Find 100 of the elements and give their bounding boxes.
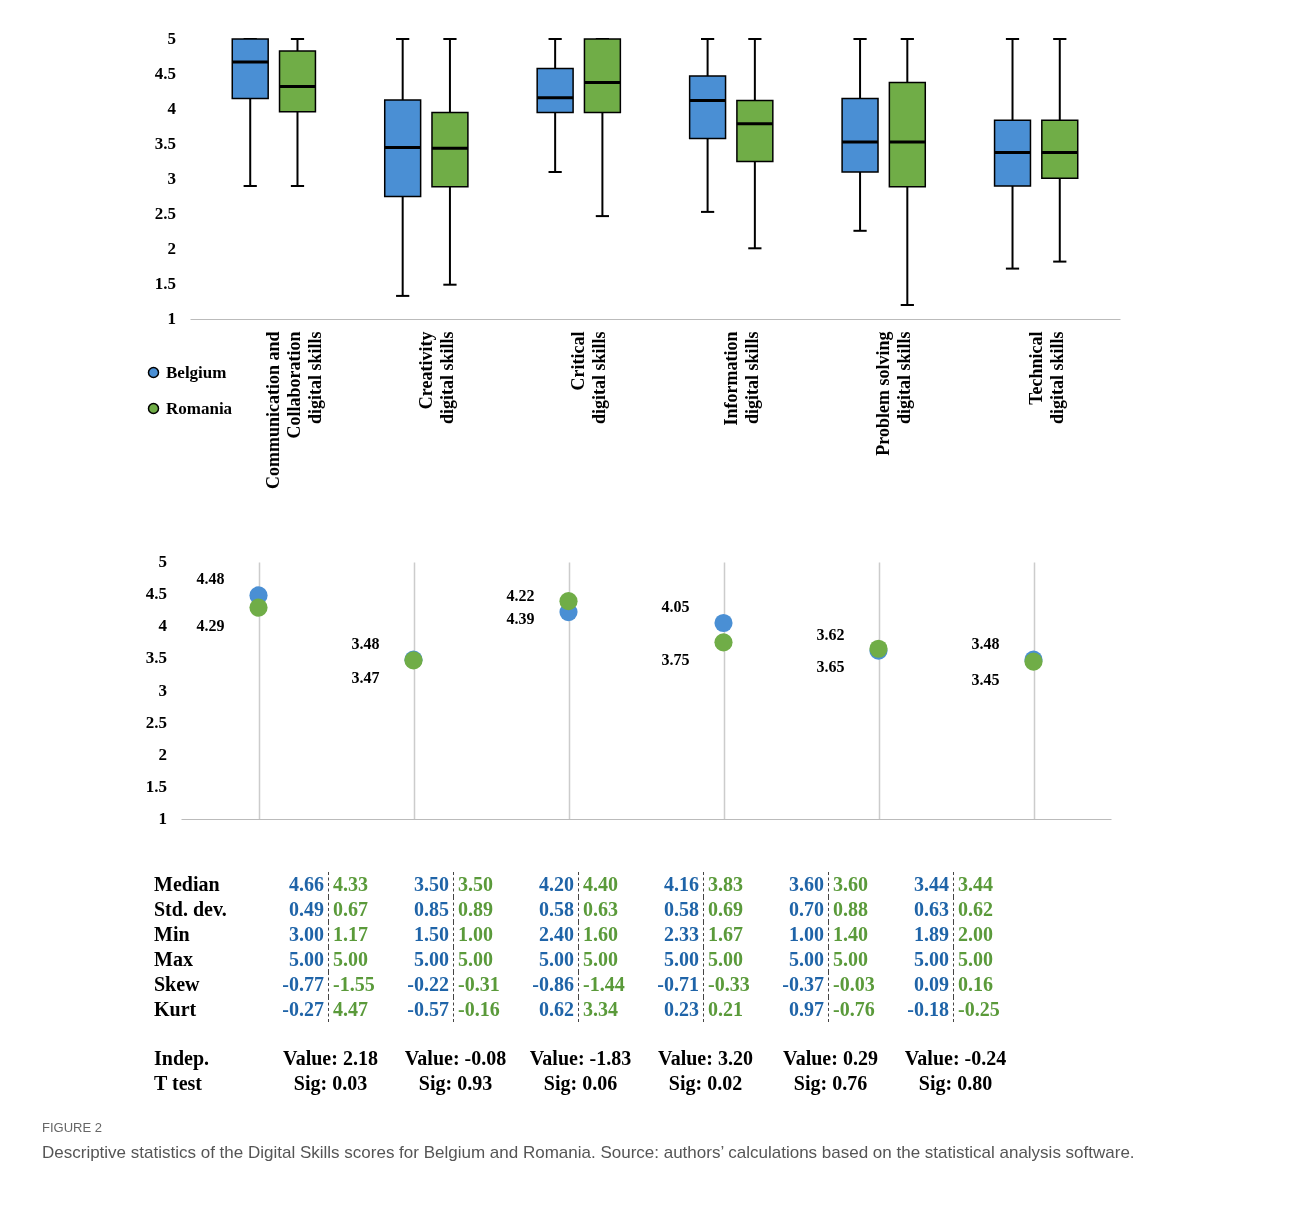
- y-tick-label: 4.5: [154, 64, 176, 83]
- text: Max: [153, 947, 194, 972]
- data-label: 4.39: [506, 610, 535, 628]
- text: 5.00: [582, 947, 619, 972]
- y-tick-label: 2.5: [145, 712, 167, 732]
- text: 0.70: [768, 897, 829, 922]
- text: 1.40: [832, 922, 869, 947]
- text: 0.62: [518, 997, 579, 1022]
- data-label: 3.75: [661, 651, 690, 669]
- point: [559, 592, 578, 611]
- y-tick-label: 1: [158, 809, 167, 828]
- text: 5.00: [643, 947, 704, 972]
- text: 0.58: [518, 897, 579, 922]
- text: Indep.: [153, 1046, 211, 1071]
- y-tick-label: 3: [167, 169, 176, 188]
- point: [249, 598, 268, 617]
- text: 2.40: [518, 922, 579, 947]
- y-tick-label: 2.5: [154, 204, 176, 223]
- text: -1.44: [582, 972, 626, 997]
- text: 0.69: [707, 897, 744, 922]
- data-label: 4.05: [661, 598, 690, 616]
- x-tick-label: Creativity digital skills: [415, 331, 457, 425]
- text: 0.89: [457, 897, 494, 922]
- x-tick-label: Information digital skills: [720, 331, 762, 426]
- y-tick-label: 3.5: [145, 648, 167, 668]
- text: 4.33: [332, 872, 369, 897]
- text: Value: 2.18: [282, 1046, 379, 1071]
- text: 5.00: [707, 947, 744, 972]
- text: 0.21: [707, 997, 744, 1022]
- text: 4.16: [643, 872, 704, 897]
- legend-label: Belgium: [166, 362, 227, 382]
- text: 5.00: [957, 947, 994, 972]
- text: 0.58: [643, 897, 704, 922]
- text: 1.00: [457, 922, 494, 947]
- text: 5.00: [332, 947, 369, 972]
- text: Skew: [153, 972, 201, 997]
- text: -0.22: [393, 972, 454, 997]
- data-label: 3.48: [351, 634, 380, 652]
- text: 0.63: [582, 897, 619, 922]
- text: 4.66: [268, 872, 329, 897]
- data-label: 3.62: [816, 625, 845, 643]
- text: 5.00: [832, 947, 869, 972]
- text: 1.50: [393, 922, 454, 947]
- text: 5.00: [457, 947, 494, 972]
- y-tick-label: 2: [158, 744, 167, 764]
- text: 3.83: [707, 872, 744, 897]
- data-label: 3.65: [816, 657, 845, 675]
- text: 3.50: [457, 872, 494, 897]
- x-tick-label: Problem solving digital skills: [873, 331, 915, 456]
- text: Value: 3.20: [657, 1046, 754, 1071]
- text: Value: -0.24: [903, 1046, 1008, 1071]
- text: Sig: 0.80: [917, 1071, 994, 1096]
- text: 2.33: [643, 922, 704, 947]
- text: 1.17: [332, 922, 369, 947]
- text: 3.44: [893, 872, 954, 897]
- text: FIGURE 2: [42, 1120, 103, 1135]
- text: -0.37: [768, 972, 829, 997]
- data-label: 4.48: [196, 570, 225, 588]
- data-label: 3.45: [971, 670, 1000, 688]
- data-label: 4.29: [196, 616, 225, 634]
- y-tick-label: 4.5: [145, 584, 167, 604]
- text: Std. dev.: [153, 897, 228, 922]
- data-label: 4.22: [506, 587, 535, 605]
- text: -0.57: [393, 997, 454, 1022]
- text: 5.00: [893, 947, 954, 972]
- point: [714, 633, 733, 652]
- x-tick-label: Critical digital skills: [568, 331, 610, 425]
- text: 0.88: [832, 897, 869, 922]
- legend-label: Romania: [166, 398, 233, 418]
- y-tick-label: 1.5: [154, 274, 176, 293]
- text: 5.00: [768, 947, 829, 972]
- text: Sig: 0.02: [667, 1071, 744, 1096]
- text: 0.49: [268, 897, 329, 922]
- y-tick-label: 2: [167, 239, 176, 258]
- y-tick-label: 1: [167, 309, 176, 328]
- text: T test: [153, 1071, 203, 1096]
- point: [714, 613, 733, 633]
- text: 1.67: [707, 922, 744, 947]
- y-tick-label: 5: [167, 29, 176, 48]
- text: -0.71: [643, 972, 704, 997]
- text: 1.60: [582, 922, 619, 947]
- text: 3.00: [268, 922, 329, 947]
- text: Sig: 0.76: [792, 1071, 869, 1096]
- text: 0.97: [768, 997, 829, 1022]
- text: 4.40: [582, 872, 619, 897]
- text: 2.00: [957, 922, 994, 947]
- text: 0.85: [393, 897, 454, 922]
- x-tick-label: Technical digital skills: [1025, 331, 1067, 425]
- text: 5.00: [268, 947, 329, 972]
- y-tick-label: 1.5: [145, 776, 167, 796]
- text: 0.09: [893, 972, 954, 997]
- text: 0.63: [893, 897, 954, 922]
- text: 1.89: [893, 922, 954, 947]
- text: 5.00: [393, 947, 454, 972]
- text: 3.50: [393, 872, 454, 897]
- text: 1.00: [768, 922, 829, 947]
- text: 3.44: [957, 872, 994, 897]
- text: 3.60: [768, 872, 829, 897]
- text: 5.00: [518, 947, 579, 972]
- y-tick-label: 3.5: [154, 134, 176, 153]
